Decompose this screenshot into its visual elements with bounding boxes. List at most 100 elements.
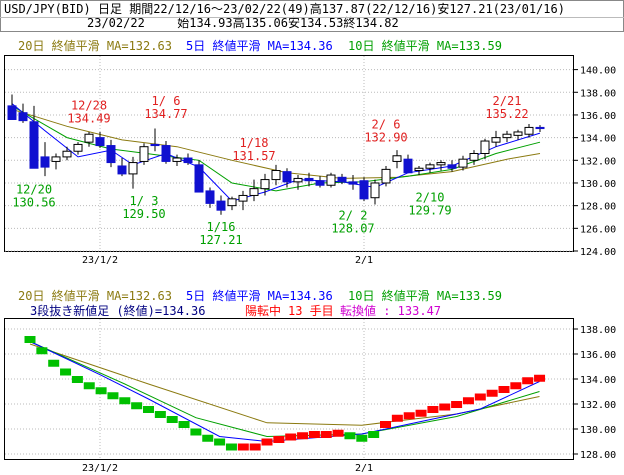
annotation-value: 129.50 (122, 207, 165, 221)
kagi-count: 13 手目 (288, 304, 334, 318)
kagi-brick (320, 431, 332, 438)
candles (7, 94, 545, 215)
candle (359, 177, 369, 202)
candle-body (150, 143, 160, 147)
kagi-brick (415, 409, 427, 417)
candle (117, 158, 127, 177)
annotation-value: 134.49 (67, 111, 110, 125)
kagi-bricks (24, 336, 546, 451)
candle-panel-frame (4, 55, 574, 252)
candle-body (502, 133, 512, 139)
candle-body (172, 157, 182, 162)
kagi-panel-frame (4, 318, 574, 460)
candle (337, 173, 347, 185)
period-label: 期間 (129, 2, 154, 16)
candle-body (293, 177, 303, 183)
high-label: 高 (309, 2, 322, 16)
candle-body (304, 177, 314, 182)
annotation-date: 1/18 (240, 136, 269, 150)
annotation-date: 2/10 (416, 191, 445, 205)
candle-body (194, 164, 204, 193)
candle-body (359, 180, 369, 200)
kagi-brick (332, 429, 344, 437)
kagi-ma10-line (29, 341, 540, 438)
close-label: 終 (343, 16, 356, 30)
candle (513, 129, 523, 140)
kagi-status: 陽転中 (245, 303, 281, 318)
legend-ma10-top: 10日 終値平滑 MA=133.59 (348, 38, 502, 53)
candle-y-axis: 124.00 126.00 128.00 130.00 132.00 134.00 136.… (574, 66, 616, 258)
kagi-brick (261, 438, 273, 446)
close-value: 134.82 (355, 16, 399, 30)
candle (51, 153, 61, 170)
candle (106, 139, 116, 168)
candle-body (73, 143, 83, 152)
kagi-y-tick-label: 134.00 (580, 375, 616, 386)
kagi-brick (308, 431, 320, 438)
legend-ma5-top: 5日 終値平滑 MA=134.36 (186, 38, 333, 53)
candle-body (392, 155, 402, 162)
annotation-date: 2/ 6 (372, 118, 401, 132)
candle (29, 105, 39, 169)
candle-body (348, 181, 358, 185)
kagi-brick (474, 393, 486, 401)
annotation-value: 127.21 (199, 233, 242, 247)
kagi-brick (534, 374, 546, 382)
kagi-brick (166, 416, 178, 423)
candle-x-axis: 23/1/2 2/1 (82, 255, 373, 266)
candle (139, 143, 149, 165)
legend-ma10-bottom: 10日 終値平滑 MA=133.59 (348, 288, 502, 303)
candle-y-tick-label: 138.00 (580, 88, 616, 99)
candle-body (161, 145, 171, 162)
candle-body (183, 157, 193, 164)
kagi-brick (107, 392, 119, 400)
annotation-date: 12/20 (16, 183, 52, 197)
bar-count: 49) (288, 2, 310, 16)
kagi-brick (439, 403, 451, 411)
kagi-info-label: 3段抜き新値足 (終値)=134.36 (30, 303, 205, 318)
candle-body (480, 140, 490, 154)
legend-ma20-top: 20日 終値平滑 MA=132.63 (18, 38, 172, 53)
candle (172, 154, 182, 166)
annotation-value: 130.56 (12, 196, 55, 210)
candle (260, 173, 270, 196)
candle-body (370, 182, 380, 199)
candle (425, 162, 435, 173)
kagi-brick (95, 387, 107, 395)
header-row-1: USD/JPY(BID) 日足 期間22/12/16～23/02/22(49)高… (4, 2, 565, 16)
candle-body (40, 156, 50, 168)
kagi-y-tick-label: 130.00 (580, 425, 616, 436)
candle (370, 179, 380, 205)
kagi-brick (368, 431, 380, 438)
kagi-y-tick-label: 132.00 (580, 400, 616, 411)
kagi-y-tick-label: 138.00 (580, 325, 616, 336)
kagi-brick (285, 433, 297, 441)
candle-y-tick-label: 128.00 (580, 202, 616, 213)
kagi-x-tick-label: 23/1/2 (82, 463, 118, 474)
candle (18, 103, 28, 123)
candle-body (238, 194, 248, 202)
timeframe: 日足 (97, 2, 122, 16)
candle-body (106, 145, 116, 164)
candle (480, 138, 490, 160)
kagi-brick (190, 428, 202, 436)
candle (161, 141, 171, 164)
kagi-brick (60, 368, 72, 376)
kagi-brick (24, 336, 36, 343)
kagi-brick (48, 359, 60, 367)
candle-body (414, 167, 424, 172)
kagi-brick (451, 401, 463, 408)
annotation-value: 128.07 (331, 222, 374, 236)
candle-body (513, 131, 523, 136)
candle (238, 190, 248, 211)
candle-body (249, 188, 259, 196)
candle-body (381, 168, 391, 184)
candle-body (315, 180, 325, 186)
low-label: 安 (437, 2, 450, 16)
high2-label: 高 (232, 16, 245, 30)
candle-body (337, 176, 347, 183)
annotation-value: 132.90 (364, 131, 407, 145)
candle-body (95, 137, 105, 147)
